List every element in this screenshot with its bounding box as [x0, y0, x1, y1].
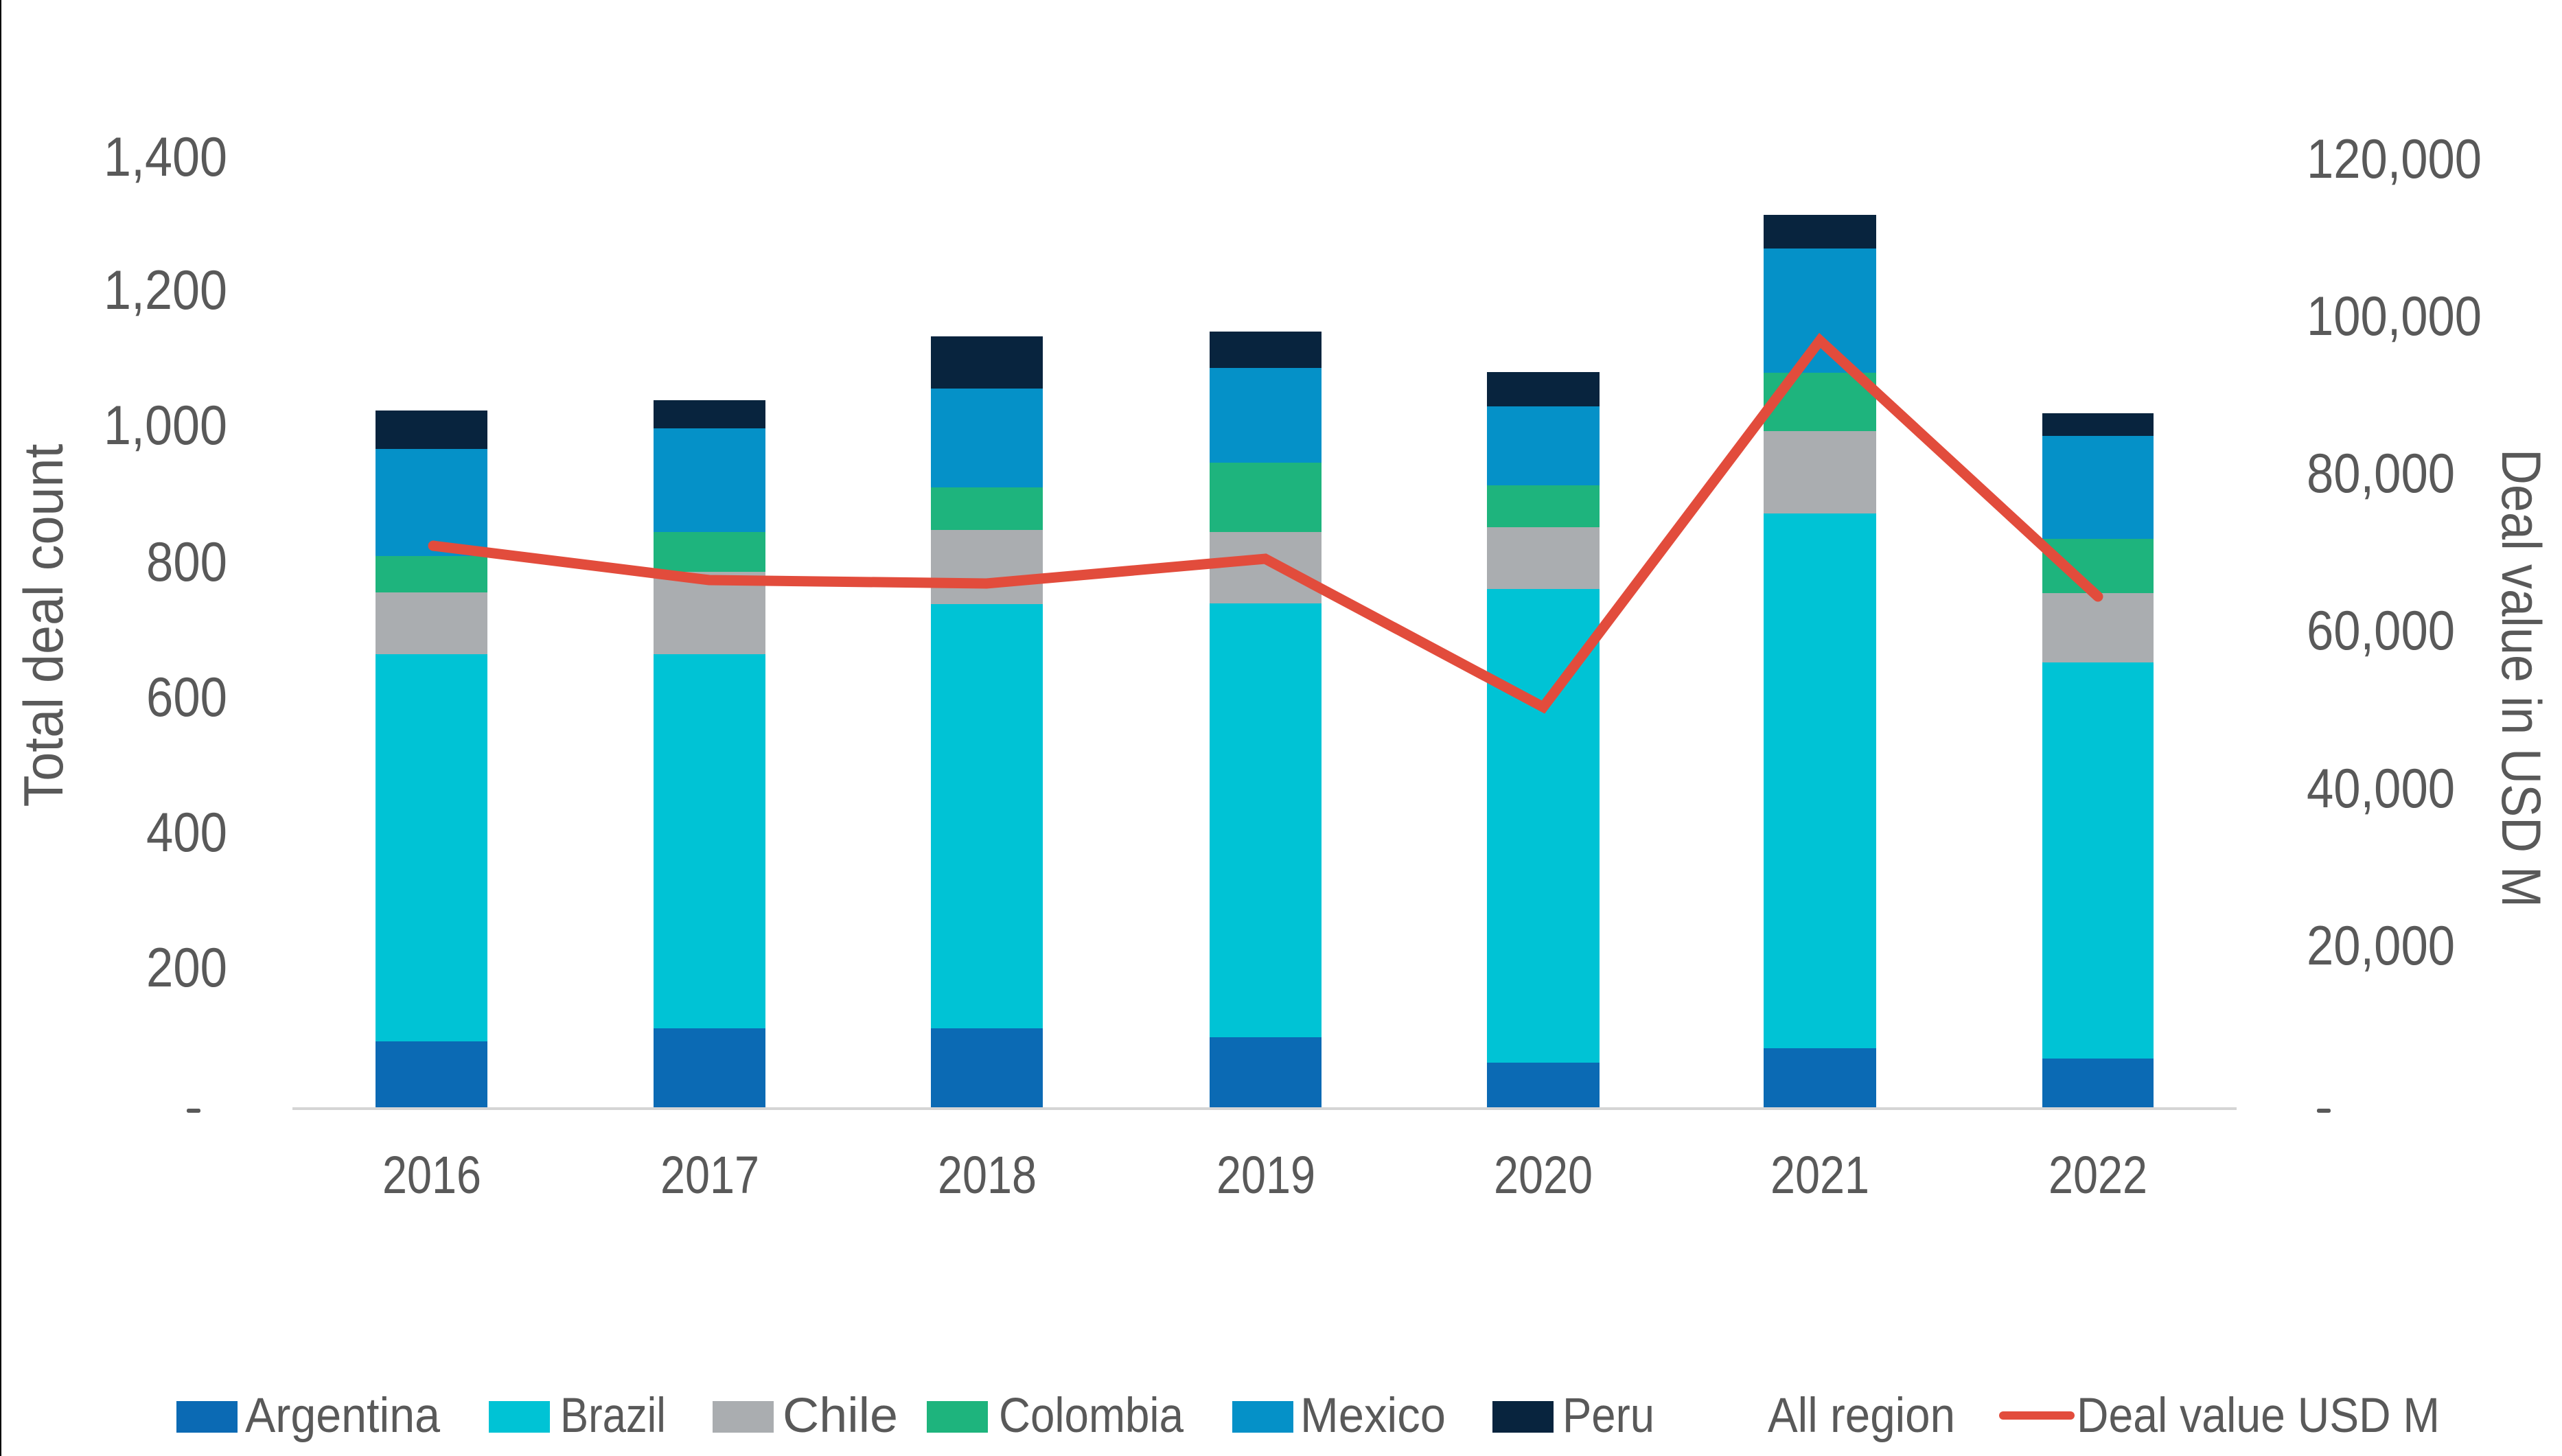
- svg-text:Deal value USD M: Deal value USD M: [2077, 1389, 2440, 1443]
- svg-text:100,000: 100,000: [2307, 286, 2482, 347]
- svg-text:200: 200: [146, 937, 227, 999]
- svg-text:All region: All region: [1768, 1389, 1955, 1443]
- svg-text:2016: 2016: [382, 1146, 481, 1205]
- svg-text:Colombia: Colombia: [999, 1389, 1184, 1443]
- svg-text:1,000: 1,000: [104, 395, 227, 457]
- svg-text:Deal value in USD M: Deal value in USD M: [2490, 449, 2552, 908]
- svg-text:120,000: 120,000: [2307, 128, 2482, 190]
- svg-text:Chile: Chile: [783, 1389, 898, 1443]
- svg-text:400: 400: [146, 802, 227, 864]
- svg-text:1,200: 1,200: [104, 259, 227, 321]
- svg-text:2017: 2017: [660, 1146, 759, 1205]
- svg-text:2019: 2019: [1216, 1146, 1315, 1205]
- svg-text:2020: 2020: [1494, 1146, 1593, 1205]
- svg-text:Total deal count: Total deal count: [13, 444, 75, 807]
- svg-text:80,000: 80,000: [2307, 443, 2455, 505]
- svg-text:20,000: 20,000: [2307, 915, 2455, 977]
- svg-text:Brazil: Brazil: [560, 1389, 666, 1443]
- svg-text:2018: 2018: [938, 1146, 1037, 1205]
- svg-text:1,400: 1,400: [104, 126, 227, 188]
- svg-text:Peru: Peru: [1562, 1389, 1654, 1443]
- svg-text:2021: 2021: [1770, 1146, 1869, 1205]
- svg-text:600: 600: [146, 667, 227, 728]
- svg-text:Mexico: Mexico: [1300, 1389, 1446, 1443]
- svg-text:40,000: 40,000: [2307, 758, 2455, 820]
- svg-text:800: 800: [146, 531, 227, 593]
- svg-text:Argentina: Argentina: [245, 1389, 440, 1443]
- svg-text:2022: 2022: [2049, 1146, 2147, 1205]
- svg-text:60,000: 60,000: [2307, 600, 2455, 662]
